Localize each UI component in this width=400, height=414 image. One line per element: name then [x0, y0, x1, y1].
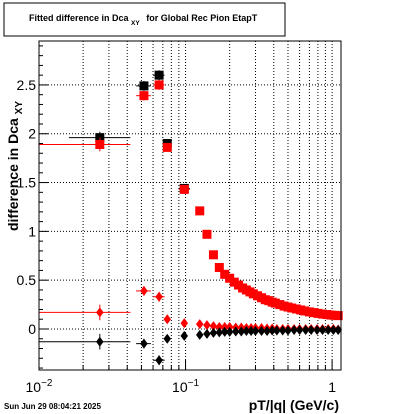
- data-point-diamond: [196, 319, 204, 330]
- y-tick-label: 2.5: [17, 77, 37, 93]
- data-point-square: [139, 81, 149, 91]
- data-point-diamond: [313, 324, 321, 335]
- data-point-diamond: [209, 321, 218, 332]
- chart-title-main: Fitted difference in Dca: [29, 13, 130, 23]
- data-point-diamond: [242, 325, 251, 336]
- data-point-square: [202, 229, 212, 239]
- data-point-diamond: [284, 325, 292, 336]
- data-point-square: [214, 262, 224, 272]
- data-point-diamond: [334, 324, 342, 335]
- data-point-diamond: [251, 325, 260, 336]
- data-point-diamond: [307, 324, 315, 335]
- chart-title-suffix: for Global Rec Pion EtapT: [146, 13, 258, 23]
- x-tick-label-exponent: −1: [188, 378, 200, 389]
- data-point-diamond: [215, 322, 224, 333]
- x-tick-label-base: 1: [328, 379, 336, 395]
- data-point-diamond: [163, 333, 171, 344]
- data-point-square: [287, 303, 297, 313]
- x-tick-label-base: 10: [172, 379, 188, 395]
- x-tick-label-base: 10: [26, 379, 42, 395]
- plot-area: [38, 40, 343, 371]
- y-axis-title-main: difference in Dca: [5, 118, 21, 231]
- data-point-square: [333, 311, 343, 321]
- data-point-diamond: [203, 320, 211, 331]
- y-tick-label: 0.5: [17, 272, 37, 288]
- x-tick-label-exponent: −2: [41, 378, 53, 389]
- plot-frame: [38, 40, 342, 371]
- chart-title-subscript: XY: [131, 20, 140, 27]
- data-point-diamond: [290, 324, 298, 335]
- data-point-diamond: [96, 307, 104, 318]
- data-point-diamond: [247, 325, 255, 336]
- data-point-diamond: [237, 326, 246, 337]
- data-point-diamond: [155, 355, 163, 366]
- data-point-square: [162, 142, 172, 152]
- data-point-diamond: [318, 324, 327, 335]
- y-axis-title-subscript: XY: [14, 101, 25, 115]
- data-point-diamond: [203, 328, 211, 339]
- data-point-diamond: [196, 329, 204, 340]
- data-point-diamond: [96, 336, 104, 347]
- data-point-diamond: [220, 326, 229, 337]
- data-point-diamond: [180, 330, 189, 341]
- data-point-diamond: [215, 327, 224, 338]
- y-tick-label: 2: [28, 126, 36, 142]
- y-tick-label: 1: [28, 223, 36, 239]
- data-point-square: [95, 139, 105, 149]
- data-point-diamond: [155, 291, 163, 302]
- data-point-diamond: [268, 325, 276, 336]
- title-box-frame: [3, 2, 286, 37]
- data-point-diamond: [329, 324, 338, 335]
- timestamp: Sun Jun 29 08:04:21 2025: [4, 402, 101, 411]
- series-1: [39, 80, 343, 321]
- data-point-diamond: [225, 326, 234, 337]
- x-tick-label: 10−1: [172, 378, 199, 395]
- data-point-square: [179, 184, 189, 194]
- data-point-diamond: [278, 325, 287, 336]
- data-point-diamond: [163, 314, 171, 325]
- plot-background: [39, 41, 341, 370]
- data-point-square: [313, 308, 323, 318]
- data-point-square: [195, 206, 205, 216]
- data-point-diamond: [273, 325, 281, 336]
- data-point-diamond: [301, 324, 310, 335]
- y-tick-label: 1.5: [17, 175, 37, 191]
- chart-title: Fitted difference in Dca XY for Global R…: [29, 13, 258, 27]
- x-tick-labels: 10−2 10−1 1: [26, 378, 337, 395]
- y-tick-label: 0: [28, 321, 36, 337]
- axis-ticks: [38, 45, 333, 370]
- data-markers: [39, 70, 343, 366]
- data-point-square: [154, 70, 164, 80]
- data-point-square: [154, 80, 164, 90]
- data-point-diamond: [295, 324, 304, 335]
- x-tick-label: 1: [328, 379, 336, 395]
- title-box: Fitted difference in Dca XY for Global R…: [3, 2, 286, 37]
- data-point-square: [208, 250, 218, 260]
- series-3: [39, 324, 342, 366]
- data-point-square: [220, 269, 230, 279]
- grid-lines: [38, 41, 341, 370]
- data-point-square: [300, 306, 310, 316]
- data-point-diamond: [180, 318, 189, 329]
- data-point-diamond: [209, 327, 218, 338]
- data-point-diamond: [140, 285, 148, 296]
- x-axis-title: pT/|q| (GeV/c): [249, 397, 339, 413]
- data-point-diamond: [257, 325, 266, 336]
- data-point-diamond: [231, 326, 240, 337]
- data-point-square: [139, 91, 149, 101]
- data-point-square: [225, 273, 235, 283]
- data-point-diamond: [263, 325, 271, 336]
- data-point-diamond: [140, 338, 148, 349]
- y-axis-title: difference in Dca XY: [5, 101, 25, 231]
- x-tick-label: 10−2: [26, 378, 53, 395]
- y-tick-labels: 0 0.5 1 1.5 2 2.5: [17, 77, 37, 337]
- data-point-diamond: [324, 324, 332, 335]
